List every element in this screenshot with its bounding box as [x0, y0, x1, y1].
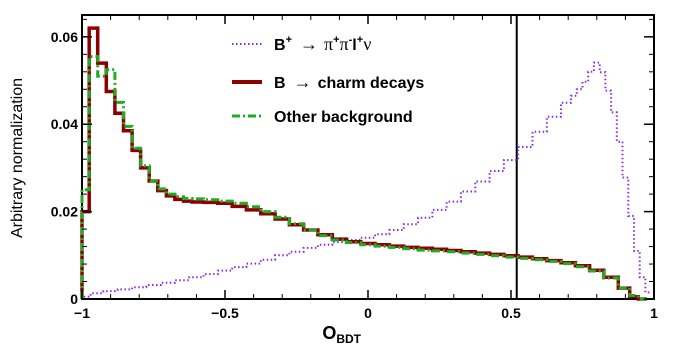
x-tick-label: −0.5 — [211, 305, 239, 321]
y-tick-label: 0.06 — [51, 29, 78, 45]
y-tick-label: 0 — [70, 291, 78, 307]
series-line-2 — [80, 55, 647, 301]
plot-area — [81, 14, 655, 300]
series-group — [80, 26, 652, 301]
x-tick-label: 0.5 — [501, 305, 521, 321]
legend-label-other: Other background — [274, 109, 413, 126]
y-tick-label: 0.04 — [51, 116, 78, 132]
y-tick-label: 0.02 — [51, 204, 78, 220]
x-axis-title: OBDT — [322, 323, 361, 346]
series-line-1 — [80, 26, 647, 301]
legend-label-charm: B → charm decays — [274, 72, 424, 92]
series-line-0 — [81, 61, 652, 299]
legend-label-signal: B+ → π+π-l+ν — [274, 34, 371, 54]
x-tick-label: −1 — [74, 305, 90, 321]
x-tick-label: 1 — [650, 305, 658, 321]
axis-ticks: −1 −0.5 0 0.5 1 0 0.02 0.04 0.06 — [51, 15, 658, 321]
x-tick-label: 0 — [364, 305, 372, 321]
y-axis-title: Arbitrary normalization — [9, 78, 26, 238]
plot-frame — [81, 14, 655, 300]
legend: B+ → π+π-l+ν B → charm decays Other backgrou… — [232, 34, 424, 126]
